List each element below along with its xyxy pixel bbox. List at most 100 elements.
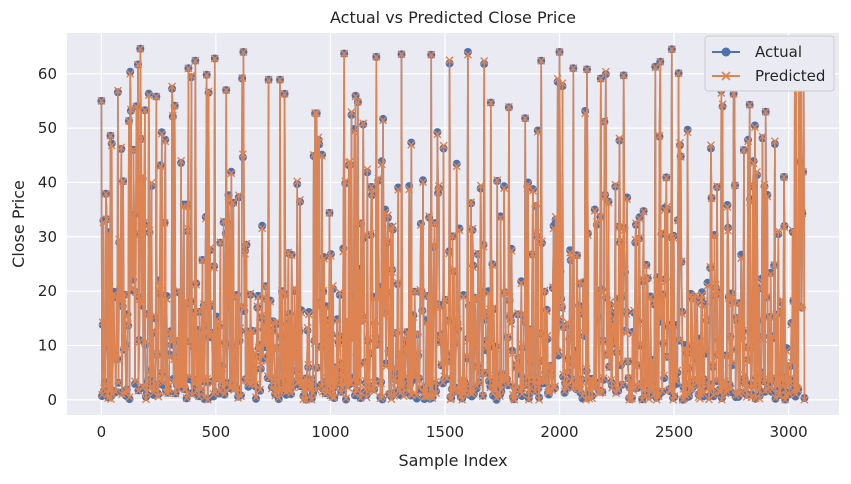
predicted-point xyxy=(299,395,308,404)
predicted-point xyxy=(722,387,731,395)
predicted-point xyxy=(225,222,234,230)
predicted-point xyxy=(312,109,321,118)
predicted-point xyxy=(550,382,559,391)
predicted-point xyxy=(484,289,493,298)
x-tick-label: 1500 xyxy=(426,423,464,441)
predicted-point xyxy=(147,178,156,187)
predicted-point xyxy=(310,339,319,347)
predicted-point xyxy=(702,314,711,323)
predicted-point xyxy=(559,370,568,379)
predicted-point xyxy=(443,374,451,382)
predicted-point xyxy=(759,335,768,344)
predicted-point xyxy=(619,71,628,80)
predicted-point xyxy=(614,223,623,232)
predicted-point xyxy=(169,377,178,386)
predicted-point xyxy=(407,140,416,149)
predicted-point xyxy=(775,374,784,383)
predicted-point xyxy=(798,209,807,218)
predicted-point xyxy=(750,123,759,132)
predicted-point xyxy=(179,202,188,211)
predicted-point xyxy=(316,343,325,352)
predicted-point xyxy=(168,82,177,91)
predicted-point xyxy=(260,341,269,350)
predicted-point xyxy=(134,386,143,395)
predicted-point xyxy=(624,374,633,382)
predicted-point xyxy=(452,162,461,171)
legend-predicted-marker xyxy=(721,71,731,81)
predicted-point xyxy=(151,380,159,389)
predicted-point xyxy=(641,377,650,386)
predicted-point xyxy=(648,356,657,365)
predicted-point xyxy=(565,335,574,344)
actual-point xyxy=(238,153,247,162)
predicted-point xyxy=(684,363,693,372)
predicted-point xyxy=(467,198,476,207)
predicted-point xyxy=(500,184,509,193)
actual-point xyxy=(623,193,632,202)
predicted-point xyxy=(315,137,324,146)
predicted-point xyxy=(485,374,493,383)
predicted-point xyxy=(739,146,748,154)
predicted-point xyxy=(397,50,406,59)
predicted-point xyxy=(537,56,546,65)
predicted-point xyxy=(113,86,122,95)
predicted-point xyxy=(489,303,498,312)
predicted-point xyxy=(289,351,298,360)
predicted-point xyxy=(551,212,560,221)
predicted-point xyxy=(212,315,221,324)
x-tick-label: 500 xyxy=(202,423,231,441)
predicted-point xyxy=(429,307,438,315)
predicted-point xyxy=(391,378,400,387)
predicted-point xyxy=(274,394,283,402)
predicted-point xyxy=(291,334,300,343)
predicted-point xyxy=(564,368,573,377)
predicted-point xyxy=(97,96,106,105)
predicted-point xyxy=(724,226,733,235)
predicted-point xyxy=(337,358,346,367)
predicted-point xyxy=(706,262,715,271)
predicted-point xyxy=(241,249,249,258)
predicted-point xyxy=(187,71,196,80)
actual-point xyxy=(768,387,777,396)
actual-point xyxy=(518,392,526,400)
predicted-point xyxy=(107,395,115,404)
predicted-point xyxy=(600,116,609,125)
predicted-point xyxy=(547,372,556,381)
predicted-point xyxy=(203,374,212,383)
predicted-point xyxy=(536,329,545,338)
predicted-point xyxy=(168,111,177,120)
actual-point xyxy=(452,159,461,168)
predicted-point xyxy=(676,152,685,161)
predicted-point xyxy=(558,79,567,88)
predicted-point xyxy=(322,373,331,382)
predicted-point xyxy=(669,233,678,242)
predicted-point xyxy=(599,338,607,347)
predicted-point xyxy=(689,385,698,394)
y-tick-label: 20 xyxy=(38,282,57,300)
predicted-point xyxy=(434,182,443,190)
predicted-point xyxy=(239,48,248,56)
predicted-point xyxy=(287,251,296,260)
predicted-point xyxy=(324,316,333,325)
predicted-point xyxy=(248,326,257,335)
predicted-point xyxy=(507,319,515,328)
predicted-point xyxy=(132,102,141,111)
predicted-point xyxy=(693,378,702,387)
predicted-point xyxy=(229,198,238,207)
predicted-point xyxy=(710,232,719,240)
predicted-point xyxy=(650,299,659,308)
predicted-point xyxy=(303,323,312,332)
predicted-point xyxy=(423,291,432,300)
predicted-point xyxy=(210,263,219,272)
predicted-point xyxy=(755,394,764,403)
predicted-point xyxy=(304,310,313,319)
predicted-point xyxy=(249,365,258,374)
predicted-point xyxy=(336,370,345,379)
predicted-point xyxy=(706,141,715,150)
predicted-point xyxy=(197,385,205,394)
predicted-point xyxy=(236,392,245,401)
predicted-point xyxy=(256,385,265,394)
predicted-point xyxy=(313,364,322,372)
x-tick-label: 3000 xyxy=(770,423,808,441)
y-tick-label: 0 xyxy=(47,391,57,409)
